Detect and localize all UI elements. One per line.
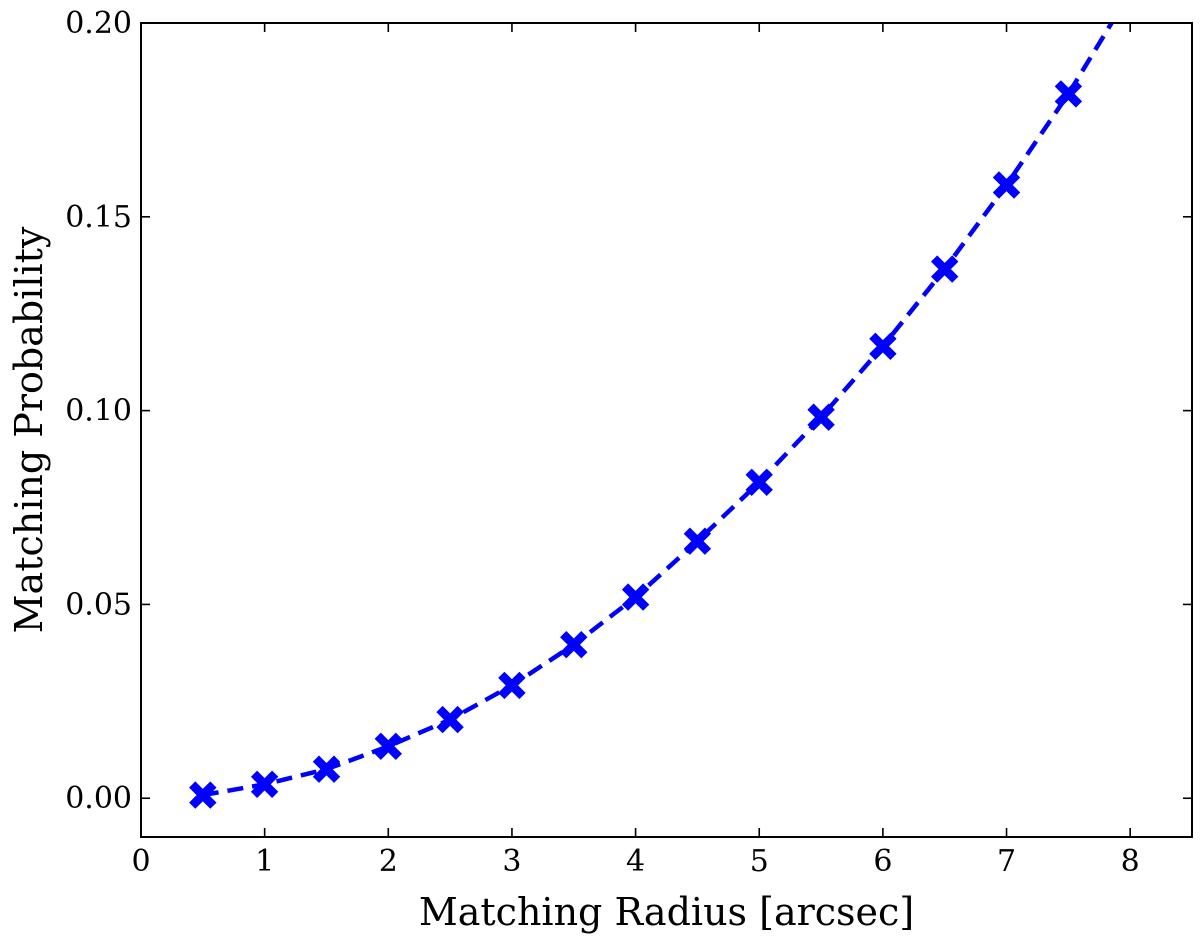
x-marker-shape (869, 332, 897, 361)
x-marker-shape (498, 671, 526, 700)
y-tick-label: 0.10 (65, 394, 132, 429)
x-marker-shape (745, 468, 773, 497)
x-marker-shape (374, 732, 403, 761)
x-marker-shape (683, 527, 712, 555)
x-marker-shape (312, 755, 341, 783)
data-point-marker (1054, 80, 1083, 108)
x-marker-shape (436, 705, 464, 734)
data-point-marker (992, 171, 1021, 199)
data-point-marker (374, 732, 403, 761)
series-line (202, 23, 1114, 798)
y-tick-label: 0.00 (65, 781, 132, 816)
data-point-marker (189, 781, 217, 809)
x-tick-label: 2 (379, 844, 398, 879)
y-tick-label: 0.20 (65, 6, 132, 41)
plot-area-frame (140, 22, 1193, 838)
x-marker-shape (560, 630, 588, 659)
x-marker-shape (992, 171, 1021, 199)
x-tick-label: 4 (626, 844, 645, 879)
data-point-marker (930, 255, 959, 283)
y-tick-label: 0.15 (65, 200, 132, 235)
ticks-layer: 0 1 2 3 4 5 6 7 8 0.00 0.05 0.10 0.15 0.20 (65, 6, 1192, 879)
x-marker-shape (621, 583, 650, 611)
data-point-marker (745, 468, 773, 497)
data-point-marker (250, 770, 279, 799)
data-point-marker (869, 332, 897, 361)
x-marker-shape (189, 781, 217, 809)
x-marker-shape (1054, 80, 1083, 108)
series-layer (189, 23, 1114, 809)
x-tick-label: 3 (502, 844, 521, 879)
y-axis-title: Matching Probability (7, 226, 51, 633)
x-tick-label: 5 (750, 844, 769, 879)
data-point-marker (621, 583, 650, 611)
x-marker-shape (807, 403, 835, 431)
data-point-marker (807, 403, 835, 431)
x-axis-title: Matching Radius [arcsec] (419, 890, 914, 934)
x-tick-label: 6 (873, 844, 892, 879)
data-point-marker (560, 630, 588, 659)
x-tick-label: 8 (1121, 844, 1140, 879)
data-point-marker (436, 705, 464, 734)
x-marker-shape (250, 770, 279, 799)
y-tick-label: 0.05 (65, 587, 132, 622)
x-tick-label: 7 (997, 844, 1016, 879)
x-tick-label: 0 (131, 844, 150, 879)
x-tick-label: 1 (255, 844, 274, 879)
data-point-marker (498, 671, 526, 700)
data-point-marker (683, 527, 712, 555)
data-point-marker (312, 755, 341, 783)
x-marker-shape (930, 255, 959, 283)
